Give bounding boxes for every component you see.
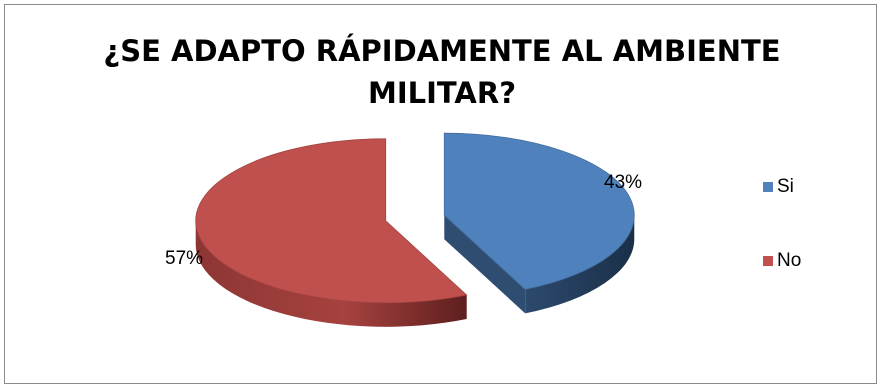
slice-top-no — [195, 138, 468, 304]
legend-item-no: No — [763, 250, 801, 272]
pie-slice-no — [195, 138, 468, 327]
chart-title-line-1: ¿SE ADAPTO RÁPIDAMENTE AL AMBIENTE — [103, 34, 781, 68]
legend-label-no: No — [777, 250, 802, 271]
legend-swatch-si — [763, 182, 773, 192]
slice-side-no — [195, 220, 467, 327]
legend-item-si: Si — [763, 176, 801, 198]
pie-slice-si — [443, 132, 635, 314]
chart-title-line-2: MILITAR? — [367, 76, 517, 111]
slice-label-si: 43% — [604, 172, 642, 193]
chart-title: ¿SE ADAPTO RÁPIDAMENTE AL AMBIENTE MILIT… — [0, 30, 884, 114]
legend: Si No — [763, 176, 801, 324]
slice-wall-si-1 — [444, 215, 526, 314]
legend-swatch-no — [763, 256, 773, 266]
slice-side-si — [525, 215, 635, 314]
slice-top-si — [443, 132, 635, 290]
legend-label-si: Si — [777, 176, 794, 197]
slice-label-no: 57% — [165, 248, 203, 269]
